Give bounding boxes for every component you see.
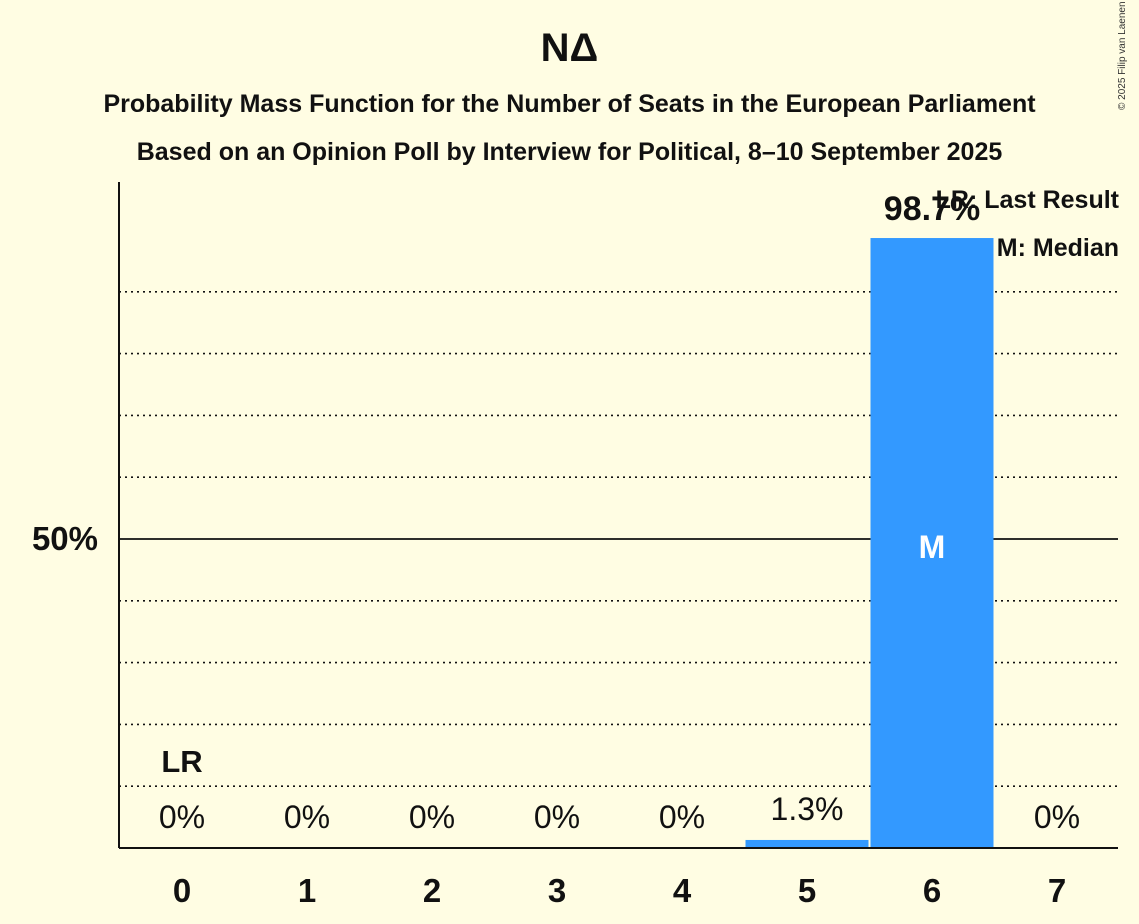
- x-tick-label: 4: [673, 872, 692, 909]
- x-tick-label: 6: [923, 872, 941, 909]
- chart-title: ΝΔ: [540, 26, 599, 70]
- x-tick-label: 0: [173, 872, 191, 909]
- bar-seats-6: [870, 238, 994, 848]
- data-label: 0%: [284, 799, 330, 835]
- data-label: 0%: [409, 799, 455, 835]
- data-label: 0%: [159, 799, 205, 835]
- data-label: 0%: [1034, 799, 1080, 835]
- last-result-marker: LR: [161, 744, 202, 779]
- x-tick-label: 3: [548, 872, 566, 909]
- data-label: 0%: [534, 799, 580, 835]
- chart-subtitle-pmf: Probability Mass Function for the Number…: [103, 90, 1036, 118]
- data-label: 1.3%: [771, 791, 844, 827]
- data-label: 0%: [659, 799, 705, 835]
- median-marker: M: [919, 529, 946, 565]
- y-tick-label-50: 50%: [32, 520, 98, 557]
- legend-median: M: Median: [996, 234, 1119, 262]
- data-label: 98.7%: [884, 190, 980, 228]
- x-tick-label: 1: [298, 872, 316, 909]
- legend-last-result: LR: Last Result: [935, 186, 1119, 214]
- chart-subtitle-poll: Based on an Opinion Poll by Interview fo…: [136, 138, 1003, 166]
- x-tick-label: 5: [798, 872, 816, 909]
- x-tick-label: 2: [423, 872, 441, 909]
- bar-seats-5: [745, 839, 869, 848]
- x-tick-label: 7: [1048, 872, 1066, 909]
